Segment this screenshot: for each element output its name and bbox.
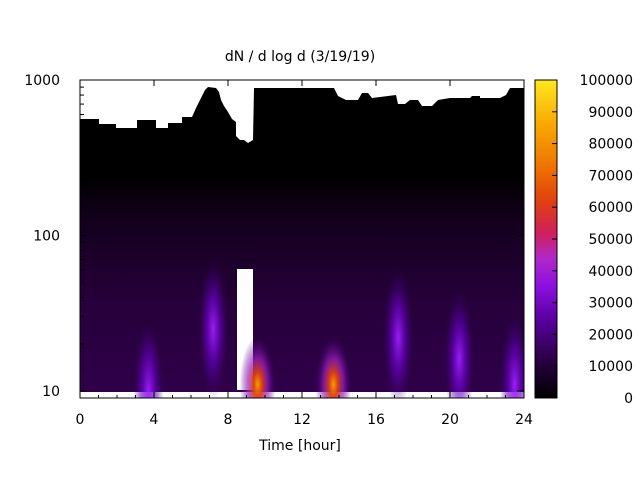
x-tick-label: 20 <box>441 412 459 428</box>
chart-title: dN / d log d (3/19/19) <box>225 49 375 65</box>
y-tick-label: 1000 <box>24 73 60 89</box>
colorbar-tick-label: 40000 <box>588 264 633 280</box>
colorbar-tick-label: 90000 <box>588 105 633 121</box>
x-tick-label: 12 <box>293 412 311 428</box>
x-axis: 0 4 8 12 16 20 24 <box>76 80 533 428</box>
y-axis: 10 100 1000 <box>24 73 524 400</box>
colorbar-tick-label: 10000 <box>588 359 633 375</box>
colorbar-axis: 0 10000 20000 30000 40000 50000 60000 70000 8000… <box>552 73 633 407</box>
heat-hotspot <box>444 289 475 398</box>
heat-hotspot <box>383 267 414 398</box>
y-tick-label: 10 <box>42 384 60 400</box>
colorbar-tick-label: 100000 <box>580 73 633 89</box>
heat-hotspot <box>315 336 352 398</box>
colorbar-tick-label: 0 <box>624 391 633 407</box>
colorbar-tick-label: 50000 <box>588 232 633 248</box>
x-tick-label: 16 <box>367 412 385 428</box>
colorbar-tick-label: 30000 <box>588 296 633 312</box>
colorbar-tick-label: 80000 <box>588 137 633 153</box>
y-tick-label: 100 <box>33 228 60 244</box>
heat-hotspot <box>198 259 229 398</box>
plot-area <box>80 80 524 398</box>
hotspot-layer <box>133 259 524 398</box>
x-tick-label: 4 <box>150 412 159 428</box>
x-tick-label: 8 <box>224 412 233 428</box>
colorbar-tick-label: 60000 <box>588 200 633 216</box>
heat-hotspot <box>133 320 164 398</box>
colorbar-tick-label: 20000 <box>588 327 633 343</box>
x-tick-label: 24 <box>515 412 533 428</box>
colorbar-tick-label: 70000 <box>588 168 633 184</box>
x-tick-label: 0 <box>76 412 85 428</box>
heat-hotspot <box>239 336 276 398</box>
heat-hotspot <box>499 314 524 398</box>
x-axis-label: Time [hour] <box>258 438 341 454</box>
